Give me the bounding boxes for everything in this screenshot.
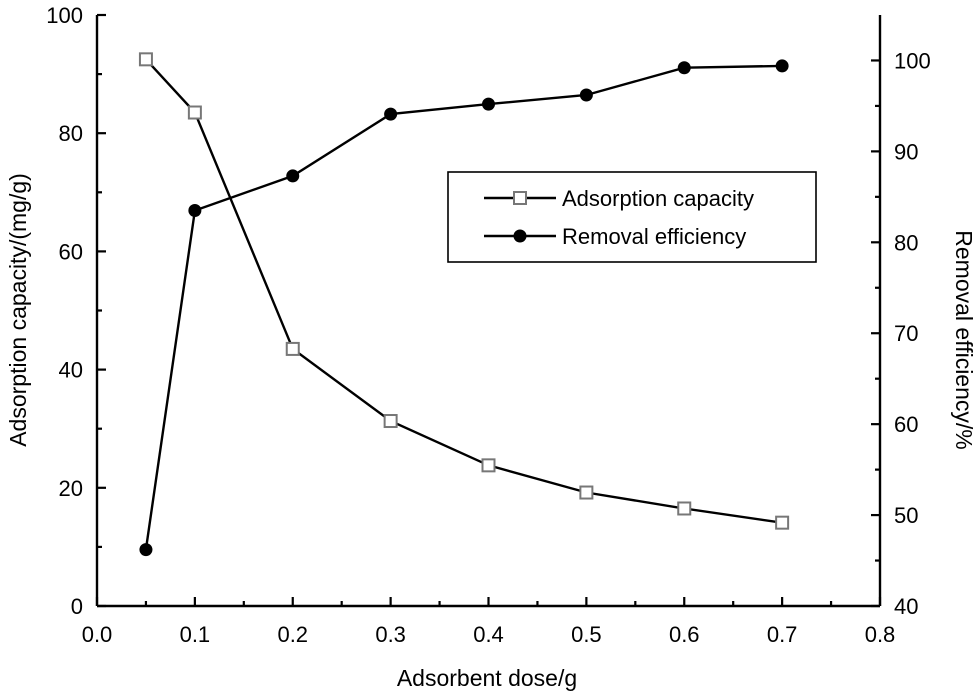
x-tick-label: 0.7 [767,622,798,647]
legend-label: Removal efficiency [562,224,746,249]
data-point [384,107,398,121]
x-tick-label: 0.6 [669,622,700,647]
data-point [139,543,153,557]
x-tick-label: 0.3 [375,622,406,647]
y-right-tick-label: 50 [894,503,918,528]
x-tick-label: 0.5 [571,622,602,647]
y-right-tick-label: 80 [894,230,918,255]
data-point [188,203,202,217]
x-tick-label: 0.8 [865,622,896,647]
x-tick-label: 0.4 [473,622,504,647]
series-line [145,58,783,524]
data-point [285,341,300,356]
data-point [383,414,398,429]
x-axis-title: Adsorbent dose/g [397,665,577,691]
data-point [138,52,153,67]
y-axis-left-title: Adsorption capacity/(mg/g) [5,173,31,447]
y-right-tick-label: 100 [894,48,931,73]
data-point [482,97,495,111]
legend-item: Removal efficiency [484,224,746,249]
series-layer [138,52,790,557]
legend-marker [513,229,527,243]
y-right-tick-label: 90 [894,139,918,164]
data-point [481,458,496,473]
y-left-tick-label: 80 [59,121,83,146]
y-left-tick-label: 20 [59,476,83,501]
legend-marker [513,191,527,205]
series-1 [138,52,790,530]
data-point [579,485,594,500]
x-tick-label: 0.2 [277,622,308,647]
tick-labels: 0.0 0.1 0.2 0.3 0.4 0.5 0.6 0.7 0.8 0 20 40 60 80 100 4… [46,3,930,647]
x-tick-label: 0.1 [180,622,211,647]
data-point [775,59,789,73]
y-right-tick-label: 60 [894,412,918,437]
data-point [286,169,300,183]
data-point [187,105,202,120]
data-point [677,501,692,516]
y-right-tick-label: 70 [894,321,918,346]
y-axis-right-title: Removal efficiency/% [951,230,977,449]
series-2 [139,59,789,557]
y-left-tick-label: 100 [46,3,83,28]
legend-item: Adsorption capacity [484,186,754,211]
legend-label: Adsorption capacity [562,186,754,211]
y-right-tick-label: 40 [894,594,918,619]
tick-marks [95,13,882,608]
y-left-tick-label: 40 [59,358,83,383]
data-point [775,515,790,530]
y-left-tick-label: 0 [71,594,83,619]
data-point [579,88,593,102]
data-point [677,61,691,75]
x-tick-label: 0.0 [82,622,113,647]
series-line [144,64,783,550]
legend-frame [447,171,817,263]
y-left-tick-label: 60 [59,239,83,264]
legend: Adsorption capacity Removal efficiency [447,171,817,263]
